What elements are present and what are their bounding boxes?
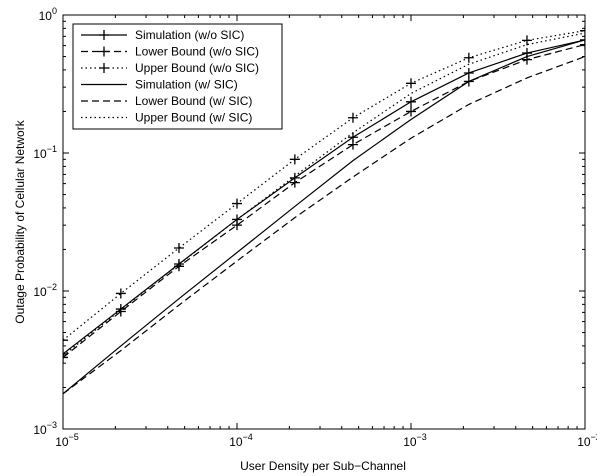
series-1-point — [63, 348, 68, 359]
series-2-point — [173, 261, 184, 272]
series-1-point — [406, 96, 416, 107]
series-3 — [63, 25, 585, 346]
legend: Simulation (w/o SIC) Lower Bound (w/o SIC… — [72, 23, 283, 130]
legend-marker-2 — [99, 46, 109, 57]
y-tick-label: 10−3 — [33, 420, 57, 437]
series-3-point — [63, 335, 68, 346]
y-tick-label: 10−1 — [33, 144, 57, 161]
series-2-point — [289, 177, 300, 188]
series-3-point — [232, 198, 242, 209]
series-2-point — [580, 39, 585, 50]
x-tick-label: 10−4 — [229, 432, 253, 449]
series-5 — [63, 55, 585, 395]
y-axis-label: Outage Probability of Cellular Network — [13, 119, 27, 323]
series-3-point — [173, 242, 184, 253]
series-1-point — [580, 34, 585, 45]
x-tick-label: 10−5 — [55, 432, 79, 449]
series-3-point — [115, 288, 126, 299]
legend-marker-1 — [99, 30, 109, 40]
axes-layer: 10−5 10−4 10−3 10−2 10−3 10−2 10−1 100 — [33, 6, 597, 449]
series-3-line — [63, 30, 585, 341]
series-3-point — [521, 35, 532, 46]
legend-box — [72, 23, 283, 130]
series-3-point — [580, 25, 585, 36]
series-2-point — [347, 139, 358, 150]
plot-layer — [63, 25, 585, 395]
series-2-point — [232, 220, 242, 231]
series-2-point — [63, 352, 68, 363]
series-5-line — [63, 55, 585, 395]
series-3-point — [347, 112, 358, 123]
series-1-line — [63, 39, 585, 355]
series-3-point — [289, 154, 300, 165]
series-3-point — [463, 52, 474, 63]
legend-label-3: Upper Bound (w/o SIC) — [135, 61, 259, 75]
series-4-line — [63, 39, 585, 395]
x-tick-label: 10−2 — [577, 432, 597, 449]
legend-label-2: Lower Bound (w/o SIC) — [135, 45, 259, 59]
y-tick-label: 100 — [39, 6, 57, 23]
legend-label-4: Simulation (w/ SIC) — [135, 78, 238, 92]
series-6 — [63, 32, 585, 357]
legend-label-5: Lower Bound (w/ SIC) — [135, 94, 252, 108]
y-tick-label: 10−2 — [33, 282, 57, 299]
legend-label-1: Simulation (w/o SIC) — [135, 28, 244, 42]
legend-label-6: Upper Bound (w/ SIC) — [135, 111, 252, 125]
series-4 — [63, 39, 585, 395]
series-3-point — [406, 78, 416, 89]
x-tick-label: 10−3 — [403, 432, 427, 449]
series-1-point — [463, 67, 474, 78]
legend-marker-3 — [99, 63, 109, 73]
series-6-line — [63, 32, 585, 357]
series-2-point — [406, 106, 416, 117]
series-2-point — [115, 306, 126, 317]
series-2 — [63, 39, 585, 363]
series-2-line — [63, 44, 585, 358]
plot-frame — [62, 14, 586, 430]
x-axis-label: User Density per Sub−Channel — [240, 459, 406, 473]
